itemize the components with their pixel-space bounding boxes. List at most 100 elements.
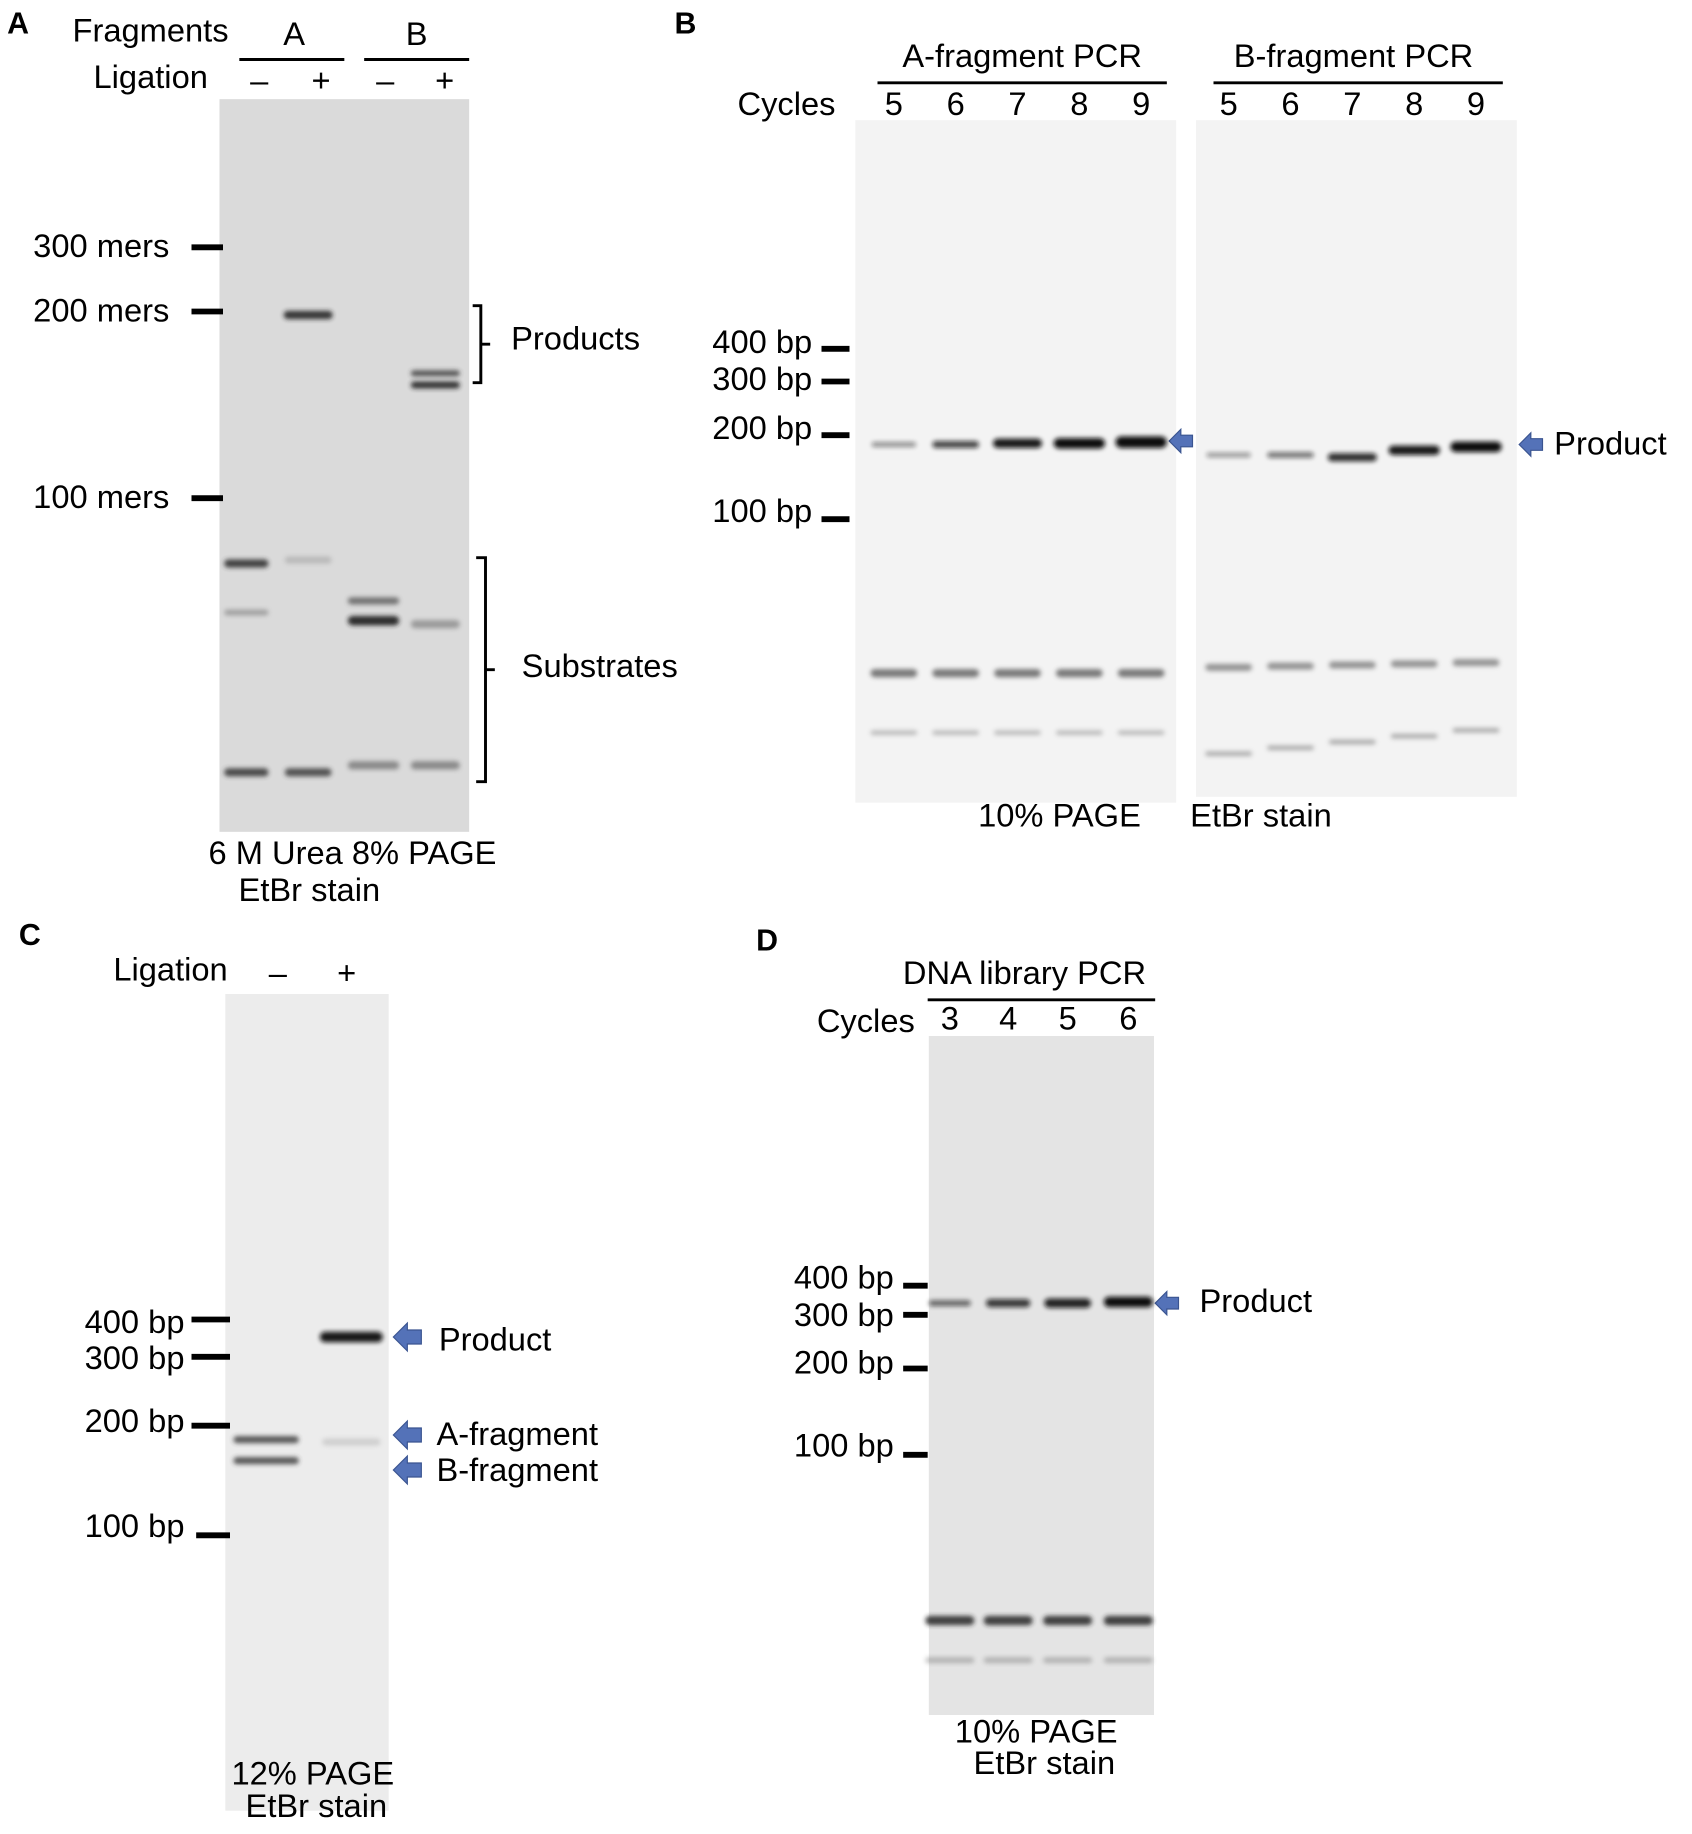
annotation: B-fragment (437, 1451, 599, 1488)
lane-label: + (311, 61, 330, 98)
band (284, 768, 332, 777)
band (932, 441, 979, 448)
band (1388, 445, 1440, 455)
label: Cycles (738, 85, 836, 122)
band (347, 761, 400, 770)
band (983, 1615, 1033, 1626)
bracket (472, 304, 491, 385)
band (870, 730, 918, 735)
label: Ligation (113, 950, 227, 987)
caption: EtBr stain (1190, 796, 1332, 833)
band (224, 559, 269, 568)
caption: 6 M Urea 8% PAGE (209, 834, 497, 871)
caption: EtBr stain (239, 871, 381, 908)
marker-label: 300 bp (712, 360, 812, 397)
label: Ligation (94, 58, 208, 95)
band (410, 370, 460, 377)
annotation: Substrates (522, 647, 678, 684)
band (319, 1331, 383, 1343)
band (932, 669, 979, 678)
band (993, 438, 1042, 448)
marker-label: 100 bp (794, 1426, 894, 1463)
marker-label: 100 mers (33, 478, 169, 515)
lane-label: – (269, 954, 288, 991)
band (1043, 1615, 1093, 1626)
band (994, 669, 1041, 678)
marker-label: 400 bp (794, 1258, 894, 1295)
cycle-label: 7 (1008, 85, 1026, 122)
band (932, 730, 979, 735)
band (322, 1438, 381, 1446)
band (1205, 751, 1252, 756)
band (1117, 730, 1165, 735)
gel (855, 120, 1177, 803)
band (871, 442, 916, 447)
band (347, 597, 400, 605)
marker-label: 400 bp (85, 1303, 185, 1340)
marker-label: 100 bp (85, 1507, 185, 1544)
annotation: Product (439, 1320, 552, 1357)
band (1267, 452, 1314, 458)
band (1053, 438, 1105, 449)
band (224, 768, 269, 777)
cycle-label: 9 (1132, 85, 1150, 122)
marker-label: 100 bp (712, 492, 812, 529)
band (1103, 1296, 1153, 1308)
band (1117, 669, 1165, 678)
bracket (476, 556, 495, 784)
annotation: Product (1554, 424, 1667, 461)
band (1044, 1298, 1091, 1308)
gel (219, 99, 470, 832)
arrow (392, 1321, 422, 1353)
marker-label: 200 bp (712, 409, 812, 446)
cycle-label: 6 (1119, 999, 1137, 1036)
cycle-label: 5 (885, 85, 903, 122)
lane-label: + (337, 954, 356, 991)
band (347, 616, 400, 626)
band (1329, 739, 1376, 745)
panel-letter: D (756, 925, 778, 958)
marker-label: 200 bp (85, 1402, 185, 1439)
band (928, 1300, 971, 1307)
band (1267, 745, 1314, 751)
cycle-label: 3 (941, 999, 959, 1036)
cycle-label: 8 (1070, 85, 1088, 122)
band (870, 669, 918, 678)
band (410, 761, 460, 770)
caption: EtBr stain (246, 1787, 388, 1824)
cycle-label: 6 (947, 85, 965, 122)
cycle-label: 4 (999, 999, 1017, 1036)
cycle-labels: 5 6 7 8 9 5 6 7 8 9 (885, 85, 1485, 122)
lane-label: – (376, 61, 395, 98)
marker-label: 300 mers (33, 227, 169, 264)
band (233, 1436, 299, 1444)
cycle-label: 8 (1405, 85, 1423, 122)
panel-d: D DNA library PCR Cycles 3 4 5 6 400 bp … (756, 925, 1312, 1781)
band (224, 609, 269, 616)
gel (225, 994, 389, 1811)
arrow (392, 1454, 422, 1486)
band (284, 556, 332, 564)
cycle-label: 9 (1467, 85, 1485, 122)
annotation: A-fragment (437, 1415, 599, 1452)
group-label: A-fragment PCR (902, 37, 1142, 74)
band (1103, 1657, 1153, 1664)
band (1056, 669, 1103, 678)
panel-letter: C (19, 919, 41, 952)
panel-b: B A-fragment PCR B-fragment PCR Cycles 5… (675, 8, 1667, 834)
lane-label: – (250, 61, 269, 98)
label: Fragments (72, 11, 228, 48)
marker-label: 300 bp (85, 1339, 185, 1376)
band (986, 1299, 1031, 1308)
band (1056, 730, 1103, 735)
cycle-label: 7 (1343, 85, 1361, 122)
label: Cycles (817, 1002, 915, 1039)
annotation: Products (511, 319, 640, 356)
arrow (1518, 431, 1544, 458)
band (1327, 453, 1377, 462)
band (1390, 660, 1438, 668)
panel-letter: B (675, 8, 697, 41)
band (410, 381, 460, 389)
